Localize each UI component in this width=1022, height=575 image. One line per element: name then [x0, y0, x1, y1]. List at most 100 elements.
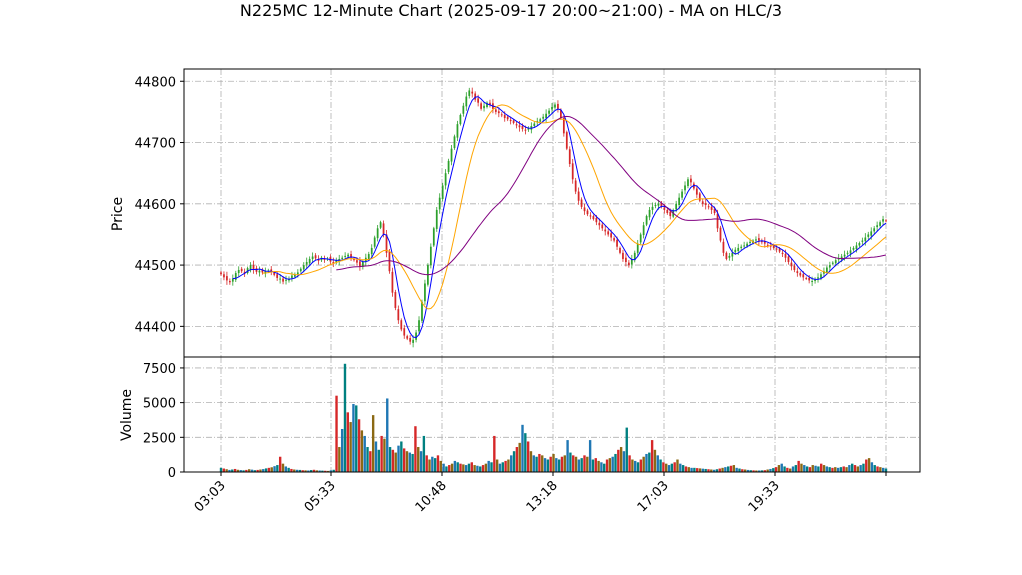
volume-bar — [552, 453, 555, 472]
candle-body — [562, 118, 565, 134]
volume-bar — [710, 469, 713, 472]
candle-body — [687, 179, 689, 187]
x-tick-label: 19:33 — [746, 478, 783, 515]
volume-bar — [490, 462, 493, 472]
volume-bar — [580, 458, 583, 472]
candle-body — [627, 262, 630, 266]
candle-body — [477, 98, 480, 103]
candle-body — [826, 267, 828, 273]
candle-body — [864, 237, 867, 242]
volume-plot-area — [184, 357, 920, 472]
candle-body — [291, 275, 293, 278]
candle-body — [367, 254, 370, 259]
candle-body — [418, 320, 420, 332]
candle-body — [586, 210, 589, 215]
candle-body — [359, 261, 361, 267]
candle-body — [772, 245, 775, 248]
volume-bar — [349, 422, 352, 472]
candle-body — [743, 245, 746, 247]
volume-bar — [721, 467, 724, 472]
candle-body — [234, 273, 237, 280]
volume-bar — [543, 458, 547, 472]
volume-bar — [698, 468, 702, 472]
volume-bar — [236, 469, 240, 472]
volume-bar — [515, 447, 519, 472]
candle-body — [506, 116, 509, 120]
candle-body — [873, 228, 876, 232]
candle-body — [787, 256, 790, 263]
volume-bar — [648, 452, 651, 472]
volume-bar — [766, 469, 769, 472]
volume-bar — [332, 469, 335, 472]
volume-bar — [845, 467, 848, 472]
candle-body — [855, 245, 858, 250]
candle-body — [589, 215, 592, 217]
price-tick-label: 44700 — [135, 137, 176, 152]
candle-body — [625, 257, 627, 263]
volume-bar — [287, 467, 290, 472]
volume-bar — [628, 455, 631, 472]
candle-body — [545, 113, 547, 119]
volume-bar — [862, 463, 865, 472]
candle-body — [719, 227, 722, 241]
volume-bar — [586, 456, 589, 472]
volume-bar — [304, 470, 307, 472]
volume-bar — [743, 469, 747, 472]
candle-body — [429, 246, 432, 266]
volume-bar — [250, 469, 254, 472]
volume-bar — [222, 468, 226, 472]
volume-bar — [422, 435, 426, 472]
volume-bar — [374, 441, 378, 472]
volume-bar — [340, 428, 344, 472]
candle-body — [654, 205, 657, 207]
candle-body — [444, 173, 447, 186]
candle-body — [619, 247, 621, 253]
price-plot-area — [184, 69, 920, 357]
candle-body — [728, 255, 731, 258]
candle-body — [763, 241, 766, 244]
x-tick-label: 10:48 — [413, 478, 450, 515]
volume-bar — [383, 438, 386, 472]
candle-body — [305, 262, 308, 265]
candle-body — [299, 268, 302, 272]
candle-body — [778, 248, 781, 252]
volume-bar — [405, 451, 409, 472]
volume-bar — [665, 463, 668, 472]
candle-body — [459, 114, 462, 125]
volume-bar — [326, 470, 330, 472]
volume-bar — [264, 468, 268, 472]
volume-bar — [690, 467, 693, 472]
candle-body — [704, 203, 707, 206]
volume-bar — [693, 467, 696, 472]
candle-body — [400, 320, 403, 330]
volume-bar — [355, 405, 358, 472]
volume-bar — [865, 459, 868, 472]
volume-bar — [588, 440, 592, 472]
volume-bar — [357, 419, 361, 472]
price-tick-label: 44800 — [135, 75, 176, 90]
volume-bar — [600, 462, 603, 472]
volume-bar — [411, 453, 414, 472]
candle-body — [237, 269, 240, 274]
volume-bar — [594, 458, 597, 472]
volume-bar — [622, 451, 626, 472]
volume-bar — [763, 470, 767, 472]
candle-body — [876, 225, 879, 228]
candle-body — [828, 265, 831, 268]
volume-bar — [645, 453, 648, 472]
volume-bar — [850, 463, 854, 472]
candle-body — [734, 249, 737, 253]
candle-body — [642, 225, 645, 236]
candle-body — [415, 332, 417, 340]
candle-body — [707, 206, 710, 208]
x-axis-ticks: 03:03 05:33 10:48 13:18 17:03 19:33 — [192, 472, 887, 515]
candle-body — [669, 211, 672, 217]
volume-bar — [828, 467, 831, 472]
candle-body — [695, 188, 698, 195]
volume-bar — [501, 462, 504, 472]
volume-bar — [386, 398, 389, 472]
volume-bar — [402, 448, 406, 472]
volume-axis-label: Volume — [119, 389, 135, 441]
candle-body — [571, 163, 574, 180]
candle-body — [246, 268, 249, 274]
